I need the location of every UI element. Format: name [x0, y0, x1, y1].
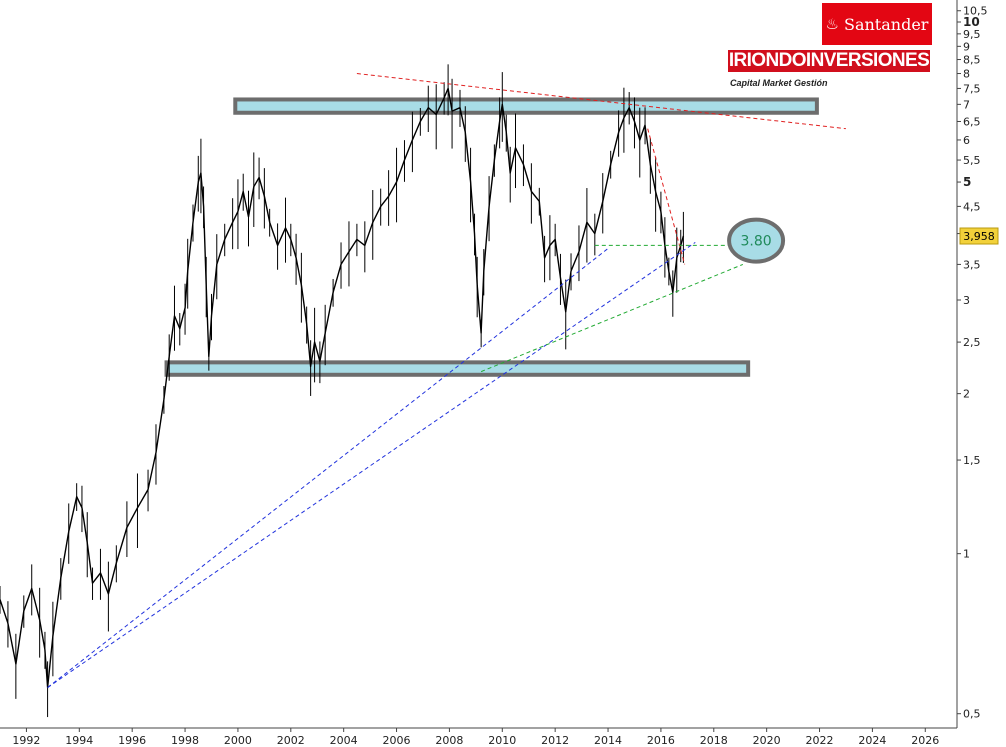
firm-tagline: Capital Market Gestión: [730, 78, 828, 88]
last-price-label: 3,958: [963, 230, 995, 243]
bank-name: Santander: [844, 14, 929, 34]
last-price-tag: [959, 227, 999, 245]
x-tick-label: 2006: [383, 734, 411, 747]
trend-line: [480, 263, 744, 373]
x-tick-label: 2020: [753, 734, 781, 747]
santander-logo: ♨ Santander: [822, 3, 932, 45]
x-tick-label: 2022: [806, 734, 834, 747]
y-tick-label: 3: [963, 294, 970, 307]
trend-line: [647, 128, 686, 265]
y-tick-label: 5,5: [963, 154, 981, 167]
x-tick-label: 2014: [594, 734, 622, 747]
y-tick-label: 1: [963, 548, 970, 561]
firm-name-banner: IRIONDOINVERSIONES: [728, 50, 930, 72]
x-tick-label: 1992: [12, 734, 40, 747]
flame-icon: ♨: [825, 15, 839, 33]
y-tick-label: 8: [963, 68, 970, 81]
y-tick-label: 8,5: [963, 54, 981, 67]
x-tick-label: 2000: [224, 734, 252, 747]
y-tick-label: 9,5: [963, 28, 981, 41]
trend-line: [356, 73, 847, 130]
x-tick-label: 2002: [277, 734, 305, 747]
y-tick-label: 5: [963, 175, 971, 189]
y-tick-label: 7: [963, 98, 970, 111]
x-tick-label: 2018: [700, 734, 728, 747]
y-tick-label: 3,5: [963, 258, 981, 271]
y-tick-label: 10: [963, 15, 980, 29]
x-tick-label: 2010: [488, 734, 516, 747]
price-line: [0, 87, 685, 689]
y-tick-label: 2: [963, 388, 970, 401]
x-tick-label: 2008: [435, 734, 463, 747]
trend-line: [47, 241, 696, 688]
y-tick-label: 7,5: [963, 82, 981, 95]
x-tick-label: 2016: [647, 734, 675, 747]
x-tick-label: 2026: [911, 734, 939, 747]
level-callout-circle: [727, 217, 786, 264]
x-tick-label: 2024: [858, 734, 886, 747]
level-callout-label: 3.80: [740, 234, 771, 250]
x-tick-label: 1996: [118, 734, 146, 747]
trend-line: [47, 248, 609, 688]
support-resistance-zone: [164, 360, 751, 377]
x-tick-label: 2012: [541, 734, 569, 747]
support-resistance-zone: [233, 97, 819, 115]
y-tick-label: 0,5: [963, 708, 981, 721]
y-tick-label: 2,5: [963, 336, 981, 349]
y-tick-label: 6,5: [963, 115, 981, 128]
y-tick-label: 6: [963, 134, 970, 147]
x-tick-label: 1994: [65, 734, 93, 747]
y-tick-label: 4,5: [963, 200, 981, 213]
x-tick-label: 2004: [330, 734, 358, 747]
y-tick-label: 9: [963, 40, 970, 53]
x-tick-label: 1998: [171, 734, 199, 747]
y-tick-label: 1,5: [963, 454, 981, 467]
y-tick-label: 10,5: [963, 5, 988, 18]
price-wicks: [0, 64, 684, 718]
